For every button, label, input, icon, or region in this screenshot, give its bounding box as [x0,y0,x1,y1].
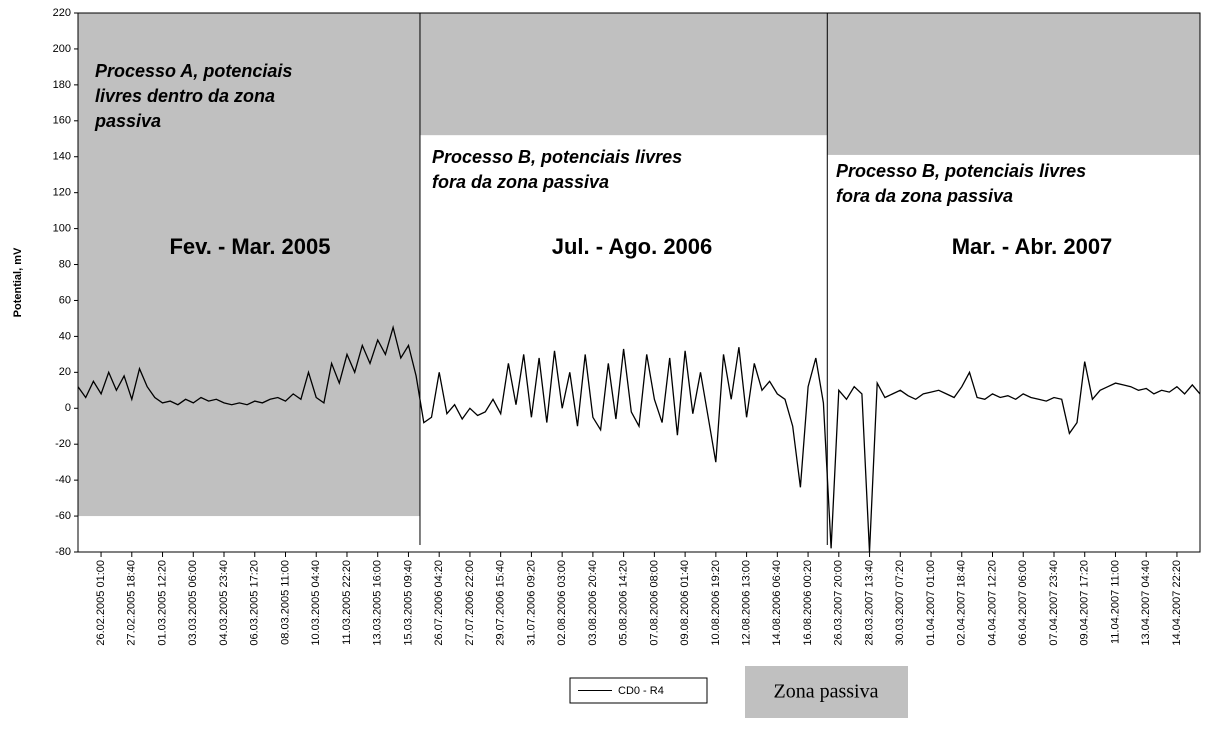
x-tick-label: 14.08.2006 06:40 [771,560,783,646]
x-tick-label: 13.04.2007 04:40 [1140,560,1152,646]
x-tick-label: 04.04.2007 12:20 [986,560,998,646]
y-tick-label: 100 [53,223,71,235]
y-tick-label: 200 [53,43,71,55]
x-tick-label: 02.04.2007 18:40 [956,560,968,646]
x-tick-label: 03.03.2005 06:00 [187,560,199,646]
x-tick-label: 11.04.2007 11:00 [1109,560,1121,644]
x-tick-label: 06.04.2007 06:00 [1017,560,1029,646]
x-tick-label: 01.03.2005 12:20 [156,560,168,646]
x-tick-label: 14.04.2007 22:20 [1171,560,1183,646]
x-tick-label: 12.08.2006 13:00 [740,560,752,646]
y-tick-label: 220 [53,7,71,19]
x-tick-label: 10.08.2006 19:20 [710,560,722,646]
passive-zone [419,13,828,136]
x-tick-label: 28.03.2007 13:40 [863,560,875,646]
y-tick-label: -40 [55,474,71,486]
y-tick-label: 40 [59,330,71,342]
series-line [77,324,1201,553]
x-tick-label: 31.07.2006 09:20 [525,560,537,646]
y-tick-label: 160 [53,115,71,127]
section-note: fora da zona passiva [836,186,1013,206]
x-tick-label: 11.03.2005 22:20 [341,560,353,645]
x-tick-label: 26.02.2005 01:00 [95,560,107,646]
x-tick-label: 13.03.2005 16:00 [372,560,384,646]
section-note: Processo A, potenciais [95,61,292,81]
y-axis-label: Potential, mV [12,247,24,317]
x-tick-label: 09.08.2006 01:40 [679,560,691,646]
x-tick-label: 07.08.2006 08:00 [648,560,660,646]
plot-frame [77,12,1201,553]
y-tick-label: -80 [55,546,71,558]
legend-label: CD0 - R4 [618,685,664,697]
x-tick-label: 09.04.2007 17:20 [1079,560,1091,646]
x-tick-label: 04.03.2005 23:40 [218,560,230,646]
y-tick-label: -60 [55,510,71,522]
y-tick-label: -20 [55,438,71,450]
section-note: Processo B, potenciais livres [836,161,1086,181]
y-tick-label: 20 [59,366,71,378]
section-note: livres dentro da zona [95,86,275,106]
x-tick-label: 26.03.2007 20:00 [833,560,845,646]
x-tick-label: 03.08.2006 20:40 [587,560,599,646]
x-tick-label: 27.02.2005 18:40 [126,560,138,646]
x-tick-label: 10.03.2005 04:40 [310,560,322,646]
x-tick-label: 27.07.2006 22:00 [464,560,476,646]
section-title: Jul. - Ago. 2006 [552,234,713,259]
zone-legend-box [745,666,908,718]
x-tick-label: 07.04.2007 23:40 [1048,560,1060,646]
y-tick-label: 120 [53,187,71,199]
y-tick-label: 60 [59,294,71,306]
y-tick-label: 140 [53,151,71,163]
section-note: Processo B, potenciais livres [432,147,682,167]
x-tick-label: 08.03.2005 11:00 [279,560,291,645]
x-tick-label: 15.03.2005 09:40 [402,560,414,646]
y-tick-label: 0 [65,402,71,414]
section-note: passiva [94,111,161,131]
x-tick-label: 16.08.2006 00:20 [802,560,814,646]
section-title: Mar. - Abr. 2007 [952,234,1113,259]
x-tick-label: 01.04.2007 01:00 [925,560,937,646]
y-tick-label: 80 [59,258,71,270]
x-tick-label: 29.07.2006 15:40 [495,560,507,646]
x-tick-label: 06.03.2005 17:20 [249,560,261,646]
x-tick-label: 30.03.2007 07:20 [894,560,906,646]
passive-zone [827,13,1200,155]
y-tick-label: 180 [53,79,71,91]
x-tick-label: 26.07.2006 04:20 [433,560,445,646]
section-note: fora da zona passiva [432,172,609,192]
x-tick-label: 05.08.2006 14:20 [618,560,630,646]
zone-legend-label: Zona passiva [774,681,879,703]
passive-zone [78,13,420,517]
x-tick-label: 02.08.2006 03:00 [556,560,568,646]
section-title: Fev. - Mar. 2005 [169,234,330,259]
